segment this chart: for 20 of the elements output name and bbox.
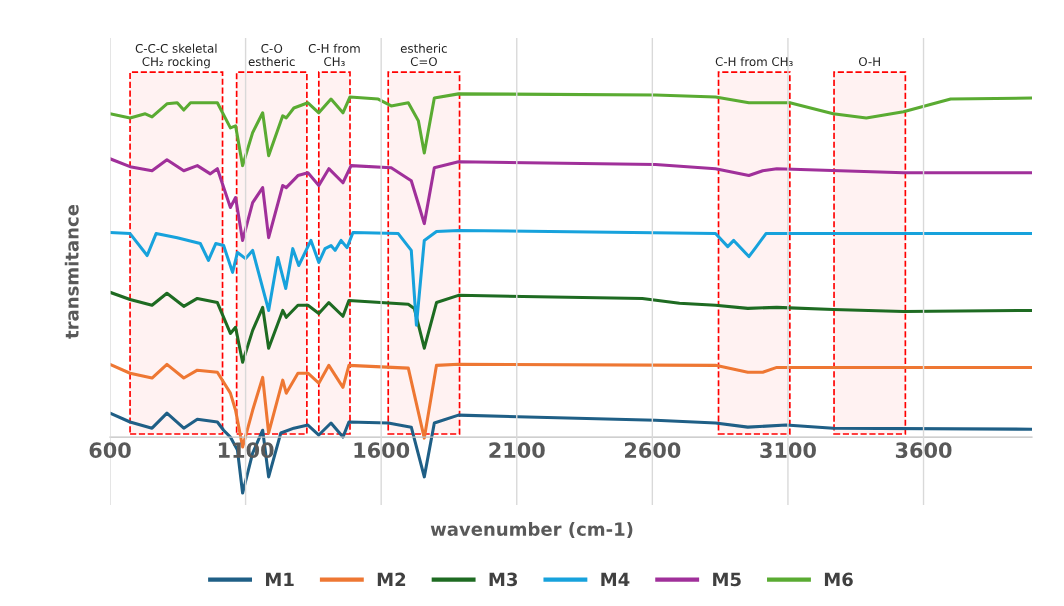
y-axis-title: transmitance xyxy=(64,204,79,339)
legend-label: M2 xyxy=(377,572,406,586)
band-label: C-C-C skeletal CH₂ rocking xyxy=(135,43,217,69)
band-label: C-H from CH₃ xyxy=(715,56,793,67)
legend-label: M6 xyxy=(824,572,853,587)
x-tick-label: 3100 xyxy=(760,442,816,459)
band-label: C-H from CH₃ xyxy=(308,43,360,67)
band-label: estheric C=O xyxy=(400,43,447,67)
x-tick-label: 2600 xyxy=(625,442,681,459)
x-tick-label: 3600 xyxy=(895,442,952,459)
legend-label: M5 xyxy=(713,572,741,587)
band-label: O-H xyxy=(858,57,880,67)
legend-label: M4 xyxy=(601,572,630,586)
legend-label: M1 xyxy=(266,572,294,586)
legend-label: M3 xyxy=(489,572,518,587)
x-axis-title: wavenumber (cm-1) xyxy=(430,522,633,539)
x-tick-label: 2100 xyxy=(489,442,545,459)
x-tick-label: 1600 xyxy=(354,442,410,459)
band-label: C-O estheric xyxy=(248,43,295,67)
x-tick-label: 600 xyxy=(89,442,131,459)
